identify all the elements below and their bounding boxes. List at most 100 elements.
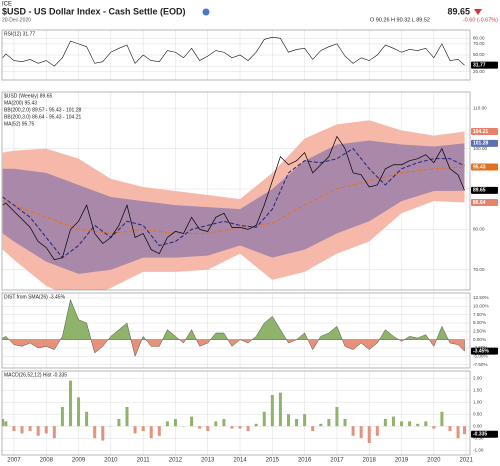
x-tick-label: 2019 bbox=[395, 458, 409, 464]
x-tick-label: 2012 bbox=[169, 458, 183, 464]
y-tick-label: 50.00 bbox=[473, 52, 485, 57]
value-box bbox=[471, 430, 498, 438]
histogram-bar bbox=[254, 423, 258, 427]
rsi-line bbox=[2, 36, 465, 67]
x-tick-label: 2021 bbox=[459, 458, 473, 464]
histogram-bar bbox=[424, 421, 428, 427]
value-box-label: 95.43 bbox=[473, 164, 486, 170]
value-box-label: 31.77 bbox=[473, 62, 486, 68]
histogram-bar bbox=[335, 407, 339, 427]
x-tick-label: 2014 bbox=[233, 458, 247, 464]
legend-label: DIST from SMA(26) -3.45% bbox=[4, 294, 66, 300]
histogram-bar bbox=[416, 423, 420, 427]
y-tick-label: 80.00 bbox=[473, 227, 485, 232]
area-positive bbox=[2, 298, 465, 340]
histogram-bar bbox=[408, 421, 412, 427]
histogram-bar bbox=[68, 380, 72, 427]
y-tick-label: 1.00 bbox=[473, 399, 482, 404]
add-icon[interactable] bbox=[202, 8, 210, 16]
value-box bbox=[471, 128, 498, 136]
histogram-bar bbox=[36, 426, 40, 436]
histogram-bar bbox=[157, 426, 161, 436]
histogram-bar bbox=[246, 426, 250, 431]
histogram-bar bbox=[165, 421, 169, 427]
y-tick-label: 0.00 bbox=[473, 423, 482, 428]
histogram-bar bbox=[383, 419, 387, 427]
histogram-bar bbox=[278, 392, 282, 427]
value-box bbox=[471, 139, 498, 147]
histogram-bar bbox=[262, 411, 266, 427]
legend-label: MA(52) 95.75 bbox=[4, 121, 35, 127]
y-tick-label: 10.00% bbox=[473, 304, 489, 309]
histogram-bar bbox=[222, 419, 226, 427]
y-tick-label: 5.00% bbox=[473, 320, 486, 325]
value-box bbox=[471, 186, 498, 194]
value-box bbox=[471, 163, 498, 171]
histogram-bar bbox=[391, 416, 395, 427]
panel-border bbox=[1, 370, 471, 456]
histogram-bar bbox=[270, 395, 274, 427]
histogram-bar bbox=[343, 419, 347, 427]
histogram-bar bbox=[44, 426, 48, 434]
y-tick-label: 2.50% bbox=[473, 329, 486, 334]
plot-area bbox=[2, 36, 465, 67]
panel-border bbox=[1, 29, 471, 81]
y-tick-label: 7.50% bbox=[473, 312, 486, 317]
ohlc: O 90.26 H 90.32 L 89.52 bbox=[370, 17, 430, 23]
x-tick-label: 2020 bbox=[427, 458, 441, 464]
y-tick-label: 70.00 bbox=[473, 267, 485, 272]
histogram-bar bbox=[141, 426, 145, 431]
plot-area bbox=[2, 298, 465, 357]
y-tick-label: -0.50 bbox=[473, 435, 484, 440]
histogram-bar bbox=[367, 426, 371, 443]
x-tick-label: 2009 bbox=[72, 458, 86, 464]
value-box bbox=[471, 61, 498, 69]
histogram-bar bbox=[190, 416, 194, 427]
value-box bbox=[471, 347, 498, 355]
histogram-bar bbox=[440, 411, 444, 427]
histogram-bar bbox=[20, 426, 24, 434]
value-box-label: -3.45% bbox=[473, 348, 489, 354]
histogram-bar bbox=[286, 414, 290, 427]
histogram-bar bbox=[2, 419, 5, 427]
histogram-bar bbox=[12, 426, 16, 431]
x-tick-label: 2008 bbox=[40, 458, 54, 464]
y-tick-label: 110.00 bbox=[473, 105, 487, 110]
histogram-bar bbox=[206, 426, 210, 431]
date: 20-Dec-2020 bbox=[2, 17, 31, 23]
down-arrow bbox=[474, 9, 482, 15]
area-negative bbox=[2, 339, 465, 357]
histogram-bar bbox=[173, 419, 177, 427]
histogram-bar bbox=[448, 426, 452, 431]
y-tick-label: 2.00 bbox=[473, 375, 482, 380]
plot-area bbox=[2, 120, 465, 290]
y-tick-label: -5.00% bbox=[473, 354, 488, 359]
x-tick-label: 2007 bbox=[7, 458, 21, 464]
x-tick-label: 2018 bbox=[363, 458, 377, 464]
legend-label: $USD (Weekly) 89.65 bbox=[4, 93, 52, 99]
panel-border bbox=[1, 292, 471, 369]
plot-area bbox=[2, 380, 467, 443]
legend-label: MACD(26,52,12) Hist -0.335 bbox=[4, 372, 67, 378]
y-tick-label: 0.00% bbox=[473, 337, 486, 342]
series-line bbox=[2, 166, 465, 234]
histogram-bar bbox=[238, 426, 242, 429]
histogram-bar bbox=[400, 421, 404, 427]
change: -0.60 (-0.67%) bbox=[463, 17, 498, 23]
histogram-bar bbox=[432, 426, 436, 429]
histogram-bar bbox=[60, 407, 64, 427]
histogram-bar bbox=[295, 419, 299, 427]
exchange: ICE bbox=[2, 2, 12, 8]
legend-label: BB(200,3.0) 86.64 - 95.43 - 104.21 bbox=[4, 114, 81, 120]
y-tick-label: 70.00 bbox=[473, 41, 485, 46]
histogram-bar bbox=[351, 426, 355, 436]
panel-border bbox=[1, 91, 471, 291]
histogram-bar bbox=[28, 426, 32, 431]
histogram-bar bbox=[303, 414, 307, 427]
series-line bbox=[2, 135, 465, 261]
histogram-bar bbox=[359, 426, 363, 439]
histogram-bar bbox=[198, 426, 202, 429]
histogram-bar bbox=[311, 426, 315, 431]
histogram-bar bbox=[93, 426, 97, 439]
x-tick-label: 2016 bbox=[298, 458, 312, 464]
